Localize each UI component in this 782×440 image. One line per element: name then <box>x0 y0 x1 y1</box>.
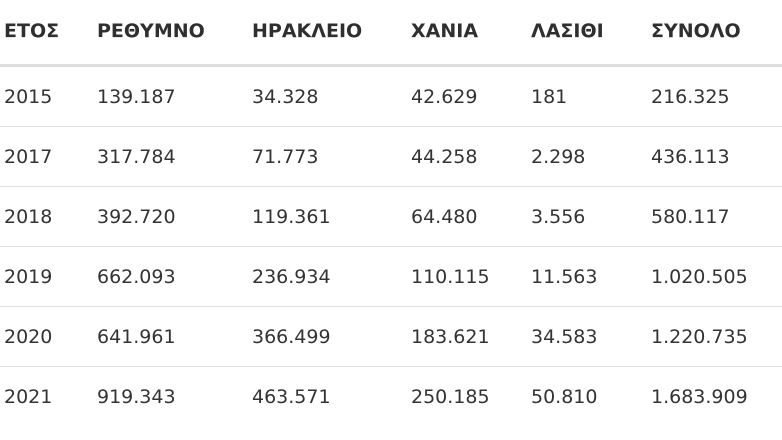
table-cell: 1.020.505 <box>651 246 782 307</box>
table-cell: 2020 <box>0 306 97 367</box>
table-cell: 2018 <box>0 186 97 247</box>
table-cell: 236.934 <box>252 246 411 307</box>
table-body: 2015 139.187 34.328 42.629 181 216.325 2017 317… <box>0 65 782 427</box>
table-cell: 2017 <box>0 126 97 187</box>
table-row: 2015 139.187 34.328 42.629 181 216.325 <box>0 65 782 127</box>
column-header: ΛΑΣΙΘΙ <box>531 0 651 67</box>
table-cell: 2.298 <box>531 126 651 187</box>
table-row: 2018 392.720 119.361 64.480 3.556 580.117 <box>0 186 782 247</box>
table-row: 2021 919.343 463.571 250.185 50.810 1.683.909 <box>0 367 782 427</box>
header-row: ΕΤΟΣ ΡΕΘΥΜΝΟ ΗΡΑΚΛΕΙΟ ΧΑΝΙΑ ΛΑΣΙΘΙ ΣΥΝΟΛΟ <box>0 0 782 67</box>
table-row: 2017 317.784 71.773 44.258 2.298 436.113 <box>0 126 782 187</box>
table-cell: 317.784 <box>97 126 252 187</box>
table-row: 2019 662.093 236.934 110.115 11.563 1.020.505 <box>0 246 782 307</box>
table-cell: 50.810 <box>531 385 598 408</box>
column-header: ΕΤΟΣ <box>0 0 97 67</box>
table-cell: 580.117 <box>651 186 782 247</box>
table-cell: 250.185 <box>411 385 490 408</box>
table-cell: 139.187 <box>97 65 252 127</box>
column-header: ΣΥΝΟΛΟ <box>651 0 782 67</box>
table-cell: 3.556 <box>531 186 651 247</box>
table-cell: 34.583 <box>531 306 651 367</box>
data-table: ΕΤΟΣ ΡΕΘΥΜΝΟ ΗΡΑΚΛΕΙΟ ΧΑΝΙΑ ΛΑΣΙΘΙ ΣΥΝΟΛΟ 201… <box>0 0 782 427</box>
table-cell: 71.773 <box>252 126 411 187</box>
table-cell: 392.720 <box>97 186 252 247</box>
table-cell: 42.629 <box>411 65 531 127</box>
table-cell: 34.328 <box>252 65 411 127</box>
table-cell: 44.258 <box>411 126 531 187</box>
table-cell: 366.499 <box>252 306 411 367</box>
table-cell: 2021 <box>4 385 53 408</box>
table-cell: 919.343 <box>97 385 176 408</box>
table-cell: 641.961 <box>97 306 252 367</box>
table-cell: 216.325 <box>651 65 782 127</box>
column-header: ΧΑΝΙΑ <box>411 0 531 67</box>
table-cell: 662.093 <box>97 246 252 307</box>
table-cell: 64.480 <box>411 186 531 247</box>
table-cell: 1.683.909 <box>651 385 748 408</box>
table-cell: 1.220.735 <box>651 306 782 367</box>
column-header: ΡΕΘΥΜΝΟ <box>97 0 252 67</box>
table-cell: 463.571 <box>252 385 331 408</box>
table-cell: 181 <box>531 65 651 127</box>
table-cell: 119.361 <box>252 186 411 247</box>
column-header: ΗΡΑΚΛΕΙΟ <box>252 0 411 67</box>
table-cell: 2015 <box>0 65 97 127</box>
table-cell: 436.113 <box>651 126 782 187</box>
table-row: 2020 641.961 366.499 183.621 34.583 1.220.735 <box>0 306 782 367</box>
table-cell: 2019 <box>0 246 97 307</box>
table-cell: 183.621 <box>411 306 531 367</box>
table-cell: 110.115 <box>411 246 531 307</box>
table-cell: 11.563 <box>531 246 651 307</box>
